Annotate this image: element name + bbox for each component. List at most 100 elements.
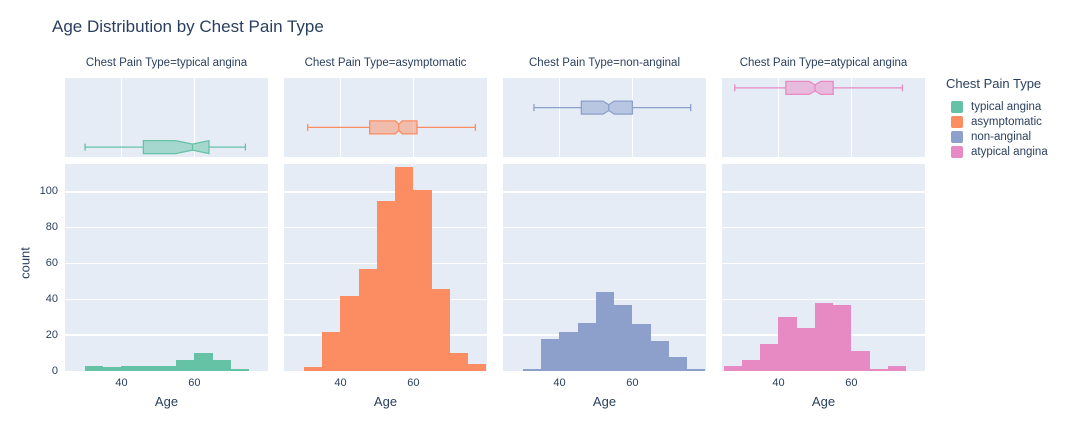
y-gridline bbox=[284, 191, 487, 193]
y-gridline bbox=[722, 262, 925, 265]
hist-bar[interactable] bbox=[887, 365, 907, 371]
facet-title: Chest Pain Type=atypical angina bbox=[739, 57, 908, 69]
x-axis-title: Age bbox=[154, 394, 179, 409]
x-tick-label: 60 bbox=[845, 377, 858, 389]
y-tick-label: 80 bbox=[45, 221, 58, 234]
legend-item[interactable]: non-anginal bbox=[946, 129, 1072, 144]
hist-bar[interactable] bbox=[595, 292, 615, 371]
hist-bar[interactable] bbox=[176, 360, 195, 371]
x-axis-title: Age bbox=[373, 394, 398, 409]
y-gridline bbox=[65, 334, 268, 336]
box-plot[interactable] bbox=[284, 78, 487, 157]
hist-bar[interactable] bbox=[230, 369, 250, 371]
box-marginal-panel[interactable] bbox=[503, 78, 706, 157]
hist-bar[interactable] bbox=[760, 344, 779, 371]
y-tick-label: 0 bbox=[51, 364, 58, 377]
legend-item[interactable]: atypical angina bbox=[946, 144, 1072, 159]
legend-swatch bbox=[951, 145, 963, 158]
y-gridline bbox=[722, 191, 925, 193]
hist-bar[interactable] bbox=[395, 166, 414, 371]
hist-bar[interactable] bbox=[814, 302, 834, 371]
histogram-panel[interactable] bbox=[722, 164, 925, 371]
hist-bar[interactable] bbox=[869, 369, 888, 371]
x-gridline bbox=[412, 78, 415, 157]
y-gridline bbox=[65, 262, 268, 265]
legend-item-label: atypical angina bbox=[971, 145, 1048, 158]
hist-bar[interactable] bbox=[85, 365, 104, 371]
hist-bar[interactable] bbox=[322, 331, 341, 371]
y-tick-label: 60 bbox=[45, 256, 58, 269]
legend-swatch bbox=[951, 100, 963, 113]
hist-bar[interactable] bbox=[304, 367, 323, 371]
box-marginal-panel[interactable] bbox=[284, 78, 487, 157]
x-axis-title: Age bbox=[592, 394, 617, 409]
x-gridline bbox=[850, 78, 853, 157]
hist-bar[interactable] bbox=[778, 317, 797, 371]
legend-swatch bbox=[951, 130, 963, 143]
hist-bar[interactable] bbox=[833, 304, 852, 371]
x-tick-label: 60 bbox=[626, 377, 639, 389]
legend-item[interactable]: typical angina bbox=[946, 99, 1072, 114]
y-gridline bbox=[65, 226, 268, 229]
y-axis-title: count bbox=[17, 247, 33, 279]
hist-bar[interactable] bbox=[796, 328, 815, 371]
hist-bar[interactable] bbox=[103, 367, 122, 371]
legend-item-label: typical angina bbox=[971, 100, 1042, 113]
y-tick-label: 20 bbox=[45, 328, 58, 341]
legend-item[interactable]: asymptomatic bbox=[946, 114, 1072, 129]
hist-bar[interactable] bbox=[358, 268, 377, 371]
hist-bar[interactable] bbox=[157, 365, 177, 371]
box-plot[interactable] bbox=[65, 78, 268, 157]
x-gridline bbox=[777, 78, 780, 157]
box-marginal-panel[interactable] bbox=[65, 78, 268, 157]
x-tick-label: 40 bbox=[115, 377, 128, 389]
hist-bar[interactable] bbox=[431, 288, 450, 371]
y-gridline bbox=[503, 226, 706, 229]
hist-bar[interactable] bbox=[851, 351, 870, 371]
histogram-panel[interactable] bbox=[284, 164, 487, 371]
hist-bar[interactable] bbox=[687, 369, 706, 371]
y-gridline bbox=[503, 191, 706, 193]
hist-bar[interactable] bbox=[723, 365, 743, 371]
x-tick-label: 40 bbox=[772, 377, 785, 389]
legend-swatch bbox=[951, 115, 963, 128]
hist-bar[interactable] bbox=[541, 338, 560, 371]
histogram-panel[interactable] bbox=[503, 164, 706, 371]
histogram-panel[interactable] bbox=[65, 164, 268, 371]
hist-bar[interactable] bbox=[632, 324, 651, 371]
facet-title: Chest Pain Type=non-anginal bbox=[529, 57, 680, 69]
hist-bar[interactable] bbox=[340, 295, 359, 371]
hist-bar[interactable] bbox=[742, 360, 761, 371]
hist-bar[interactable] bbox=[468, 363, 487, 371]
x-axis-title: Age bbox=[811, 394, 836, 409]
hist-bar[interactable] bbox=[121, 365, 140, 371]
chart-title: Age Distribution by Chest Pain Type bbox=[52, 17, 324, 36]
hist-bar[interactable] bbox=[212, 360, 231, 371]
y-tick-label: 40 bbox=[45, 292, 58, 305]
hist-bar[interactable] bbox=[194, 353, 213, 371]
hist-bar[interactable] bbox=[523, 369, 542, 371]
hist-bar[interactable] bbox=[413, 190, 432, 371]
box-marginal-panel[interactable] bbox=[722, 78, 925, 157]
hist-bar[interactable] bbox=[376, 200, 396, 371]
box-plot[interactable] bbox=[722, 78, 925, 157]
hist-bar[interactable] bbox=[139, 365, 158, 371]
legend-title: Chest Pain Type bbox=[946, 76, 1042, 91]
facet-title: Chest Pain Type=typical angina bbox=[85, 57, 248, 69]
legend-item-label: non-anginal bbox=[971, 130, 1032, 143]
facet-title: Chest Pain Type=asymptomatic bbox=[304, 57, 467, 69]
legend: Chest Pain Type typical angina asymptomat… bbox=[946, 76, 1072, 159]
hist-bar[interactable] bbox=[559, 331, 578, 371]
hist-bar[interactable] bbox=[614, 304, 633, 371]
y-tick-label: 100 bbox=[39, 185, 58, 198]
x-gridline bbox=[339, 78, 342, 157]
hist-bar[interactable] bbox=[449, 353, 469, 371]
hist-bar[interactable] bbox=[577, 322, 596, 371]
x-gridline bbox=[120, 78, 123, 157]
hist-bar[interactable] bbox=[668, 356, 688, 371]
legend-item-label: asymptomatic bbox=[971, 115, 1042, 128]
x-gridline bbox=[631, 78, 634, 157]
hist-bar[interactable] bbox=[650, 340, 669, 371]
box-plot[interactable] bbox=[503, 78, 706, 157]
